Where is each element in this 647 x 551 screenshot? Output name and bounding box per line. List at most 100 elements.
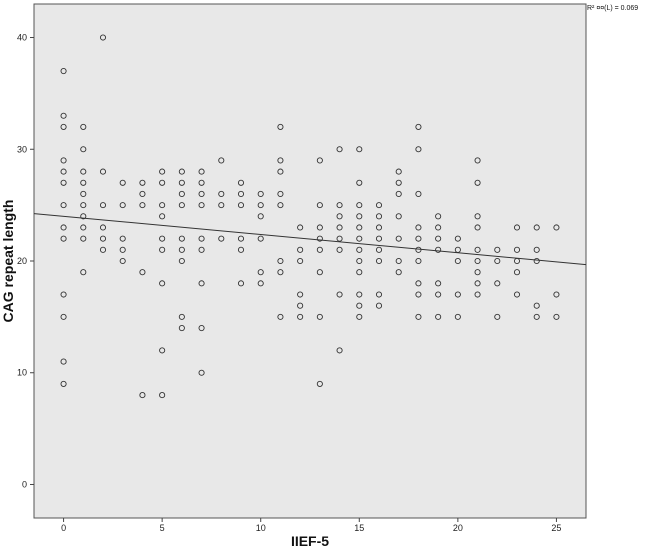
x-tick-label: 20 xyxy=(453,523,463,533)
x-tick-label: 25 xyxy=(551,523,561,533)
data-point xyxy=(513,224,521,231)
data-point xyxy=(474,280,481,287)
data-point xyxy=(415,257,422,265)
y-tick-label: 30 xyxy=(17,144,27,154)
data-point xyxy=(198,190,205,198)
data-point xyxy=(356,235,363,242)
data-point xyxy=(297,224,304,231)
data-point xyxy=(198,235,205,242)
data-point xyxy=(415,235,422,242)
data-point xyxy=(415,123,422,130)
data-point xyxy=(237,179,245,186)
x-tick-label: 5 xyxy=(160,523,165,533)
data-point xyxy=(218,235,225,242)
data-point xyxy=(277,257,284,265)
data-point xyxy=(435,235,442,242)
y-axis-title: CAG repeat length xyxy=(0,200,16,323)
data-point xyxy=(277,190,284,198)
data-point xyxy=(277,269,284,276)
data-point xyxy=(198,202,205,209)
data-point xyxy=(198,324,205,332)
data-point xyxy=(356,313,363,320)
data-point xyxy=(375,224,383,231)
data-point xyxy=(415,190,422,198)
data-point xyxy=(178,246,185,253)
data-point xyxy=(316,157,323,164)
data-point xyxy=(80,123,87,130)
data-point xyxy=(316,313,323,320)
data-point xyxy=(198,280,205,287)
data-point xyxy=(80,235,87,242)
x-axis-title: IIEF-5 xyxy=(291,533,329,549)
data-point xyxy=(474,246,481,253)
data-point xyxy=(356,146,363,153)
data-point xyxy=(80,168,87,175)
data-point xyxy=(60,179,67,186)
data-point xyxy=(257,269,264,276)
x-tick-label: 15 xyxy=(354,523,364,533)
data-point xyxy=(474,257,481,265)
data-point xyxy=(356,291,363,298)
data-point xyxy=(119,179,126,186)
data-point xyxy=(375,302,383,309)
data-point xyxy=(474,291,481,298)
data-point xyxy=(277,157,284,164)
data-point xyxy=(415,280,422,287)
data-point xyxy=(257,280,264,287)
data-point xyxy=(80,146,87,153)
x-tick-label: 10 xyxy=(256,523,266,533)
data-point xyxy=(553,313,560,320)
data-point xyxy=(494,257,501,265)
data-point xyxy=(395,257,402,265)
data-point xyxy=(533,313,540,320)
data-point xyxy=(139,269,146,276)
data-point xyxy=(513,246,521,253)
data-point xyxy=(139,392,146,399)
data-point xyxy=(533,257,540,265)
fit-line xyxy=(33,213,587,266)
data-point xyxy=(454,257,461,265)
data-point xyxy=(297,291,304,298)
data-point xyxy=(80,190,87,198)
data-point xyxy=(178,235,185,242)
data-point xyxy=(336,213,343,220)
data-point xyxy=(356,246,363,253)
data-point xyxy=(277,123,284,130)
data-point xyxy=(119,257,126,265)
data-point xyxy=(375,257,383,265)
data-point xyxy=(60,235,67,242)
data-point xyxy=(474,157,481,164)
data-point xyxy=(513,291,521,298)
data-point xyxy=(257,202,264,209)
data-point xyxy=(99,34,107,41)
data-point xyxy=(99,168,107,175)
data-point xyxy=(316,235,323,242)
data-point xyxy=(139,202,146,209)
data-point xyxy=(297,246,304,253)
data-point xyxy=(513,269,521,276)
data-point xyxy=(316,269,323,276)
data-point xyxy=(237,280,245,287)
data-point xyxy=(277,313,284,320)
data-point xyxy=(60,168,67,175)
data-point xyxy=(435,291,442,298)
data-point xyxy=(356,257,363,265)
data-point xyxy=(277,202,284,209)
data-point xyxy=(375,246,383,253)
data-point xyxy=(80,179,87,186)
data-point xyxy=(198,168,205,175)
data-point xyxy=(375,202,383,209)
data-point xyxy=(316,202,323,209)
y-tick-label: 20 xyxy=(17,256,27,266)
data-point xyxy=(60,157,67,164)
data-point xyxy=(336,235,343,242)
data-point xyxy=(99,224,107,231)
data-point xyxy=(198,246,205,253)
data-point xyxy=(99,246,107,253)
data-point xyxy=(474,224,481,231)
y-tick-label: 10 xyxy=(17,368,27,378)
data-point xyxy=(415,224,422,231)
data-point xyxy=(159,280,166,287)
data-point xyxy=(60,67,67,75)
